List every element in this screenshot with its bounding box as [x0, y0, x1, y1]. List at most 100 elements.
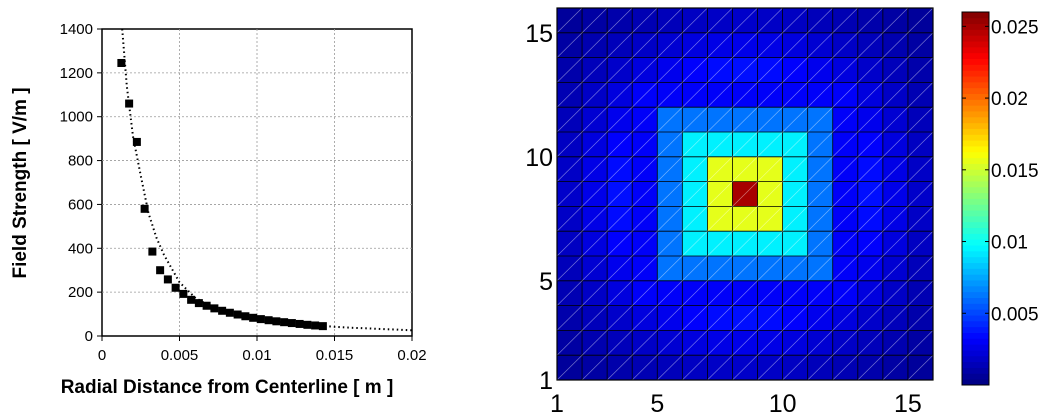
heatmap-diagonal: [757, 181, 783, 207]
heatmap-diagonal: [757, 305, 783, 331]
heatmap-diagonal: [907, 131, 934, 158]
heatmap-x-tick-label: 5: [650, 390, 664, 416]
heatmap-cell: [657, 181, 683, 207]
heatmap-cell: [582, 132, 608, 158]
heatmap-diagonal: [907, 57, 934, 83]
heatmap-diagonal: [732, 206, 758, 232]
heatmap-cell: [882, 82, 909, 108]
heatmap-diagonal: [857, 206, 884, 232]
heatmap-cell: [857, 132, 884, 158]
heatmap-cell: [732, 8, 758, 34]
data-point: [311, 321, 320, 330]
heatmap-diagonal: [631, 206, 658, 232]
heatmap-cell: [707, 32, 733, 58]
colorbar-step: [962, 29, 989, 36]
heatmap-cell: [907, 57, 934, 83]
heatmap-cell: [807, 32, 834, 58]
colorbar-step: [962, 373, 989, 380]
colorbar-step: [962, 210, 989, 217]
heatmap-cell: [782, 305, 808, 331]
heatmap-cell: [682, 231, 708, 257]
heatmap-cell: [632, 305, 658, 331]
data-point: [264, 316, 273, 325]
heatmap-cell: [582, 305, 608, 331]
heatmap-diagonal: [882, 280, 909, 306]
colorbar-step: [962, 379, 989, 386]
heatmap-cell: [807, 132, 834, 158]
colorbar-step: [962, 87, 989, 94]
field-strength-chart: 0 200 400 600 800 1000 1200 1400 0 0.005 0.01 0.01…: [10, 21, 427, 398]
heatmap-cell: [857, 8, 884, 34]
heatmap-diagonal: [807, 255, 833, 282]
heatmap-x-tick-label: 15: [894, 390, 922, 416]
heatmap-diagonal: [631, 57, 658, 83]
data-point: [140, 204, 149, 213]
heatmap-diagonal: [782, 206, 808, 232]
colorbar-step: [962, 367, 989, 374]
heatmap-diagonal: [556, 305, 583, 331]
heatmap-diagonal: [857, 7, 884, 34]
heatmap-cells: [557, 8, 934, 381]
heatmap-diagonal: [682, 82, 708, 108]
colorbar-step: [962, 17, 989, 25]
colorbar: [962, 12, 989, 386]
heatmap-cell: [882, 206, 909, 232]
y-tick-label: 400: [68, 240, 93, 257]
heatmap-diagonal: [581, 82, 608, 108]
heatmap-cell: [807, 82, 834, 108]
colorbar-step: [962, 64, 989, 71]
heatmap-diagonal: [657, 330, 683, 356]
heatmap-cell: [757, 32, 783, 58]
heatmap-cell: [682, 256, 708, 282]
heatmap-diagonal: [732, 82, 758, 108]
heatmap-cell: [632, 256, 658, 282]
heatmap-cell: [632, 355, 658, 381]
heatmap-cell: [657, 107, 683, 133]
heatmap-diagonal: [657, 57, 683, 83]
x-tick-label: 0.005: [161, 347, 199, 364]
data-point: [256, 315, 265, 324]
heatmap-cell: [832, 57, 859, 83]
heatmap-diagonal: [732, 7, 758, 34]
colorbar-step: [962, 116, 989, 124]
y-tick-label: 1000: [60, 109, 93, 126]
heatmap-cell: [857, 305, 884, 331]
heatmap-cell: [707, 156, 733, 182]
heatmap-diagonal: [606, 131, 633, 158]
heatmap-diagonal: [556, 82, 583, 108]
heatmap-diagonal: [631, 156, 658, 182]
data-point: [117, 58, 126, 67]
heatmap-cell: [757, 57, 783, 83]
data-point: [210, 304, 219, 313]
heatmap-diagonal: [682, 181, 708, 207]
heatmap-cell: [857, 181, 884, 207]
heatmap-diagonal: [657, 230, 683, 257]
heatmap-cell: [857, 256, 884, 282]
heatmap-diagonal: [732, 280, 758, 306]
heatmap-diagonal: [832, 57, 859, 83]
heatmap-diagonal: [782, 230, 808, 257]
heatmap-cell: [832, 206, 859, 232]
heatmap-diagonal: [857, 230, 884, 257]
heatmap-diagonal: [581, 131, 608, 158]
heatmap-diagonal: [732, 354, 758, 381]
heatmap-cell: [582, 156, 608, 182]
heatmap-cell: [782, 181, 808, 207]
heatmap-cell: [607, 330, 633, 356]
y-tick-label: 800: [68, 153, 93, 170]
colorbar-step: [962, 239, 989, 246]
heatmap-cell: [682, 32, 708, 58]
heatmap-diagonal: [556, 280, 583, 306]
heatmap-diagonal: [707, 181, 733, 207]
heatmap-diagonal: [882, 131, 909, 158]
heatmap-diagonal: [631, 32, 658, 58]
heatmap-cell: [607, 57, 633, 83]
heatmap-cell: [807, 156, 834, 182]
heatmap-diagonal: [606, 206, 633, 232]
heatmap-diagonal: [857, 156, 884, 182]
heatmap-diagonal: [556, 354, 583, 381]
heatmap-cell: [907, 107, 934, 133]
heatmap-cell: [857, 82, 884, 108]
colorbar-step: [962, 140, 989, 147]
heatmap-diagonal: [832, 82, 859, 108]
